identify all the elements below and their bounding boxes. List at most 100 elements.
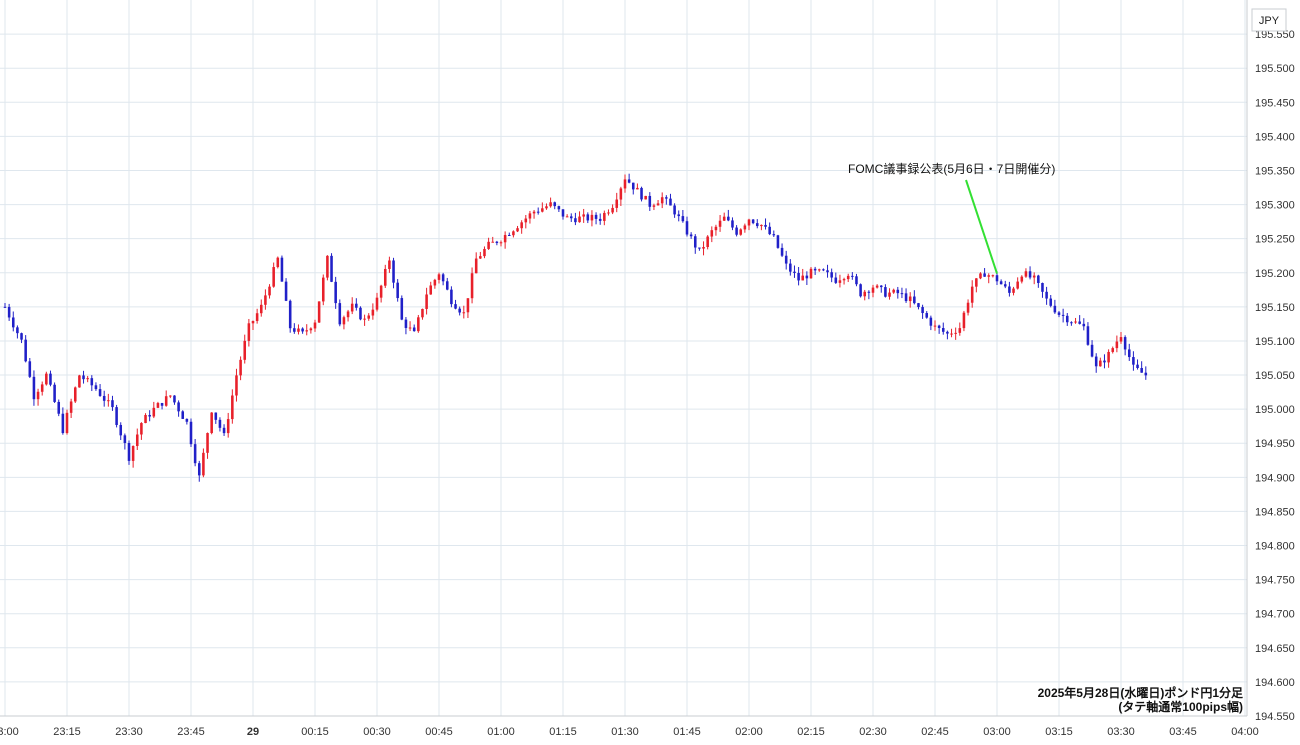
candle-body [202,452,205,476]
candle-body [309,328,313,331]
candle-body [49,373,52,385]
candle-body [53,384,56,402]
candle-body [45,373,48,385]
candle-body [305,330,309,332]
candle-body [131,445,135,461]
candle-body [557,206,561,210]
candle-body [458,308,461,313]
candle-body [177,402,180,412]
y-tick-label: 195.250 [1255,234,1295,246]
candle-body [272,267,275,287]
annotation-label: FOMC議事録公表(5月6日・7日開催分) [848,161,1055,176]
candle-body [359,307,362,320]
candle-body [1020,276,1024,282]
x-tick-label: 01:15 [549,726,577,738]
candle-body [235,375,238,396]
candle-body [751,219,755,224]
candle-body [892,289,895,293]
x-tick-label: 29 [247,726,259,738]
candle-body [392,260,395,283]
y-tick-label: 195.400 [1255,131,1295,143]
candle-body [82,375,85,380]
y-tick-label: 194.850 [1255,506,1295,518]
candle-body [503,234,507,243]
x-tick-label: 23:00 [0,726,19,738]
candle-body [1028,271,1032,278]
candle-body [665,197,668,199]
candle-body [900,293,904,295]
candle-body [793,271,796,273]
candle-body [586,214,590,221]
time-axis[interactable]: 23:00 23:15 23:30 23:45 29 00:15 00:30 00:45 01:… [0,726,1259,738]
candle-body [590,214,594,221]
candle-body [528,213,532,219]
candle-body [437,274,441,280]
candle-body [466,298,470,313]
candle-body [297,328,300,332]
candle-body [445,281,449,290]
candle-body [867,291,871,293]
candle-body [169,395,172,397]
candle-body [379,285,383,298]
candle-body [603,212,606,221]
candle-body [656,203,660,206]
candle-body [148,414,151,417]
candle-body [24,339,27,362]
y-tick-label: 195.350 [1255,165,1295,177]
candle-body [259,304,263,314]
candle-body [541,208,544,212]
candle-body [983,273,986,277]
candle-body [119,424,123,436]
candle-body [648,195,652,207]
candle-body [536,211,540,213]
candle-body [846,275,850,280]
candle-body [689,234,693,237]
candle-body [1136,364,1139,368]
candle-body [660,197,664,204]
candle-body [954,332,957,334]
candle-body [313,322,317,329]
candle-body [776,235,780,248]
candle-body [1099,360,1102,367]
candle-body [1065,315,1069,323]
candle-body [115,407,118,425]
price-axis[interactable]: 195.550 195.500 195.450 195.400 195.350 195.3… [1255,29,1295,723]
grid [0,0,1247,717]
candle-body [495,241,499,244]
candle-body [1057,312,1061,315]
candle-body [946,331,949,334]
candle-body [565,216,569,218]
candle-body [243,340,247,360]
candle-body [520,222,523,229]
candle-body [991,275,995,277]
candle-body [913,296,916,304]
candle-body [772,234,776,236]
candle-body [702,247,705,249]
candle-body [681,216,685,222]
candle-body [970,286,974,303]
candle-body [210,412,213,434]
candle-body [288,300,292,329]
candle-body [636,187,639,190]
candle-body [838,280,842,283]
candle-body [958,328,962,333]
candle-body [888,292,891,297]
candle-body [524,218,528,223]
candle-body [78,375,81,388]
candle-body [1094,356,1098,367]
candle-body [7,306,11,318]
candle-body [293,328,296,332]
x-tick-label: 04:00 [1231,726,1259,738]
candle-body [338,303,342,325]
candle-body [479,256,482,259]
candle-body [383,268,387,286]
candle-body [1111,348,1115,352]
candle-body [768,226,771,235]
candle-body [623,179,627,189]
candle-body [755,223,759,227]
x-tick-label: 03:00 [983,726,1011,738]
candle-body [144,414,147,424]
candle-body [280,257,284,282]
candle-body [569,216,573,219]
y-tick-label: 195.550 [1255,29,1295,41]
